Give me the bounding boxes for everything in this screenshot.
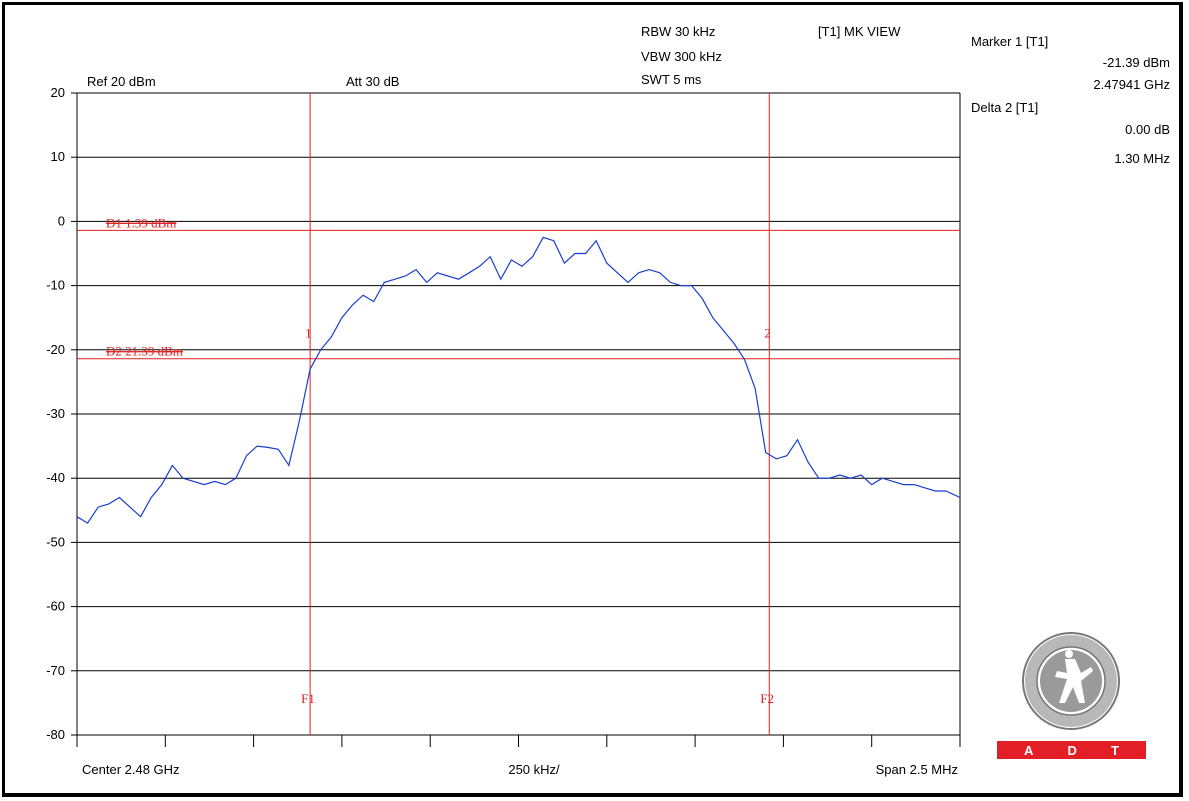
y-tick-label: 0: [58, 213, 65, 228]
y-tick-label: -20: [46, 342, 65, 357]
y-tick-label: -30: [46, 406, 65, 421]
grid-layer: [77, 92, 960, 672]
axis-layer: 20 10 0 -10 -20 -30 -40 -50 -60 -70 -80: [46, 85, 961, 747]
display-line-label-d2: D2 21.39 dBm: [106, 344, 183, 359]
center-frequency-label: Center 2.48 GHz: [82, 762, 180, 777]
marker1-frequency: 2.47941 GHz: [1093, 77, 1170, 92]
delta2-level: 0.00 dB: [1125, 122, 1170, 137]
rbw-label: RBW 30 kHz: [641, 24, 715, 39]
y-tick-label: 10: [51, 149, 65, 164]
adt-letter-t: T: [1110, 742, 1119, 758]
marker-2-label: 2: [764, 326, 771, 341]
swt-label: SWT 5 ms: [641, 72, 702, 87]
y-tick-label: 20: [51, 85, 65, 100]
attenuation-label: Att 30 dB: [346, 74, 399, 89]
adt-letter-a: A: [1024, 742, 1034, 758]
per-division-label: 250 kHz/: [508, 762, 560, 777]
frequency-line-label-f1: F1: [301, 691, 315, 706]
y-tick-label: -80: [46, 727, 65, 742]
delta2-title: Delta 2 [T1]: [971, 100, 1038, 115]
frequency-line-label-f2: F2: [760, 691, 774, 706]
marker1-title: Marker 1 [T1]: [971, 34, 1048, 49]
marker-1-label: 1: [305, 326, 312, 341]
adt-letter-d: D: [1067, 742, 1077, 758]
y-tick-label: -70: [46, 663, 65, 678]
y-tick-label: -60: [46, 599, 65, 614]
trace-line: [76, 236, 961, 524]
mk-view-label: [T1] MK VIEW: [818, 24, 901, 39]
marker1-level: -21.39 dBm: [1103, 55, 1170, 70]
reference-line-layer: D1 1.39 dBm D2 21.39 dBm F1 F2: [77, 93, 960, 735]
y-tick-label: -50: [46, 534, 65, 549]
vbw-label: VBW 300 kHz: [641, 49, 722, 64]
y-tick-label: -40: [46, 470, 65, 485]
adt-banner: A D T: [997, 741, 1146, 759]
span-label: Span 2.5 MHz: [876, 762, 958, 777]
display-line-label-d1: D1 1.39 dBm: [106, 215, 176, 230]
delta2-frequency: 1.30 MHz: [1114, 151, 1170, 166]
bureau-veritas-logo: [1022, 632, 1120, 730]
ref-level-label: Ref 20 dBm: [87, 74, 156, 89]
y-tick-label: -10: [46, 278, 65, 293]
